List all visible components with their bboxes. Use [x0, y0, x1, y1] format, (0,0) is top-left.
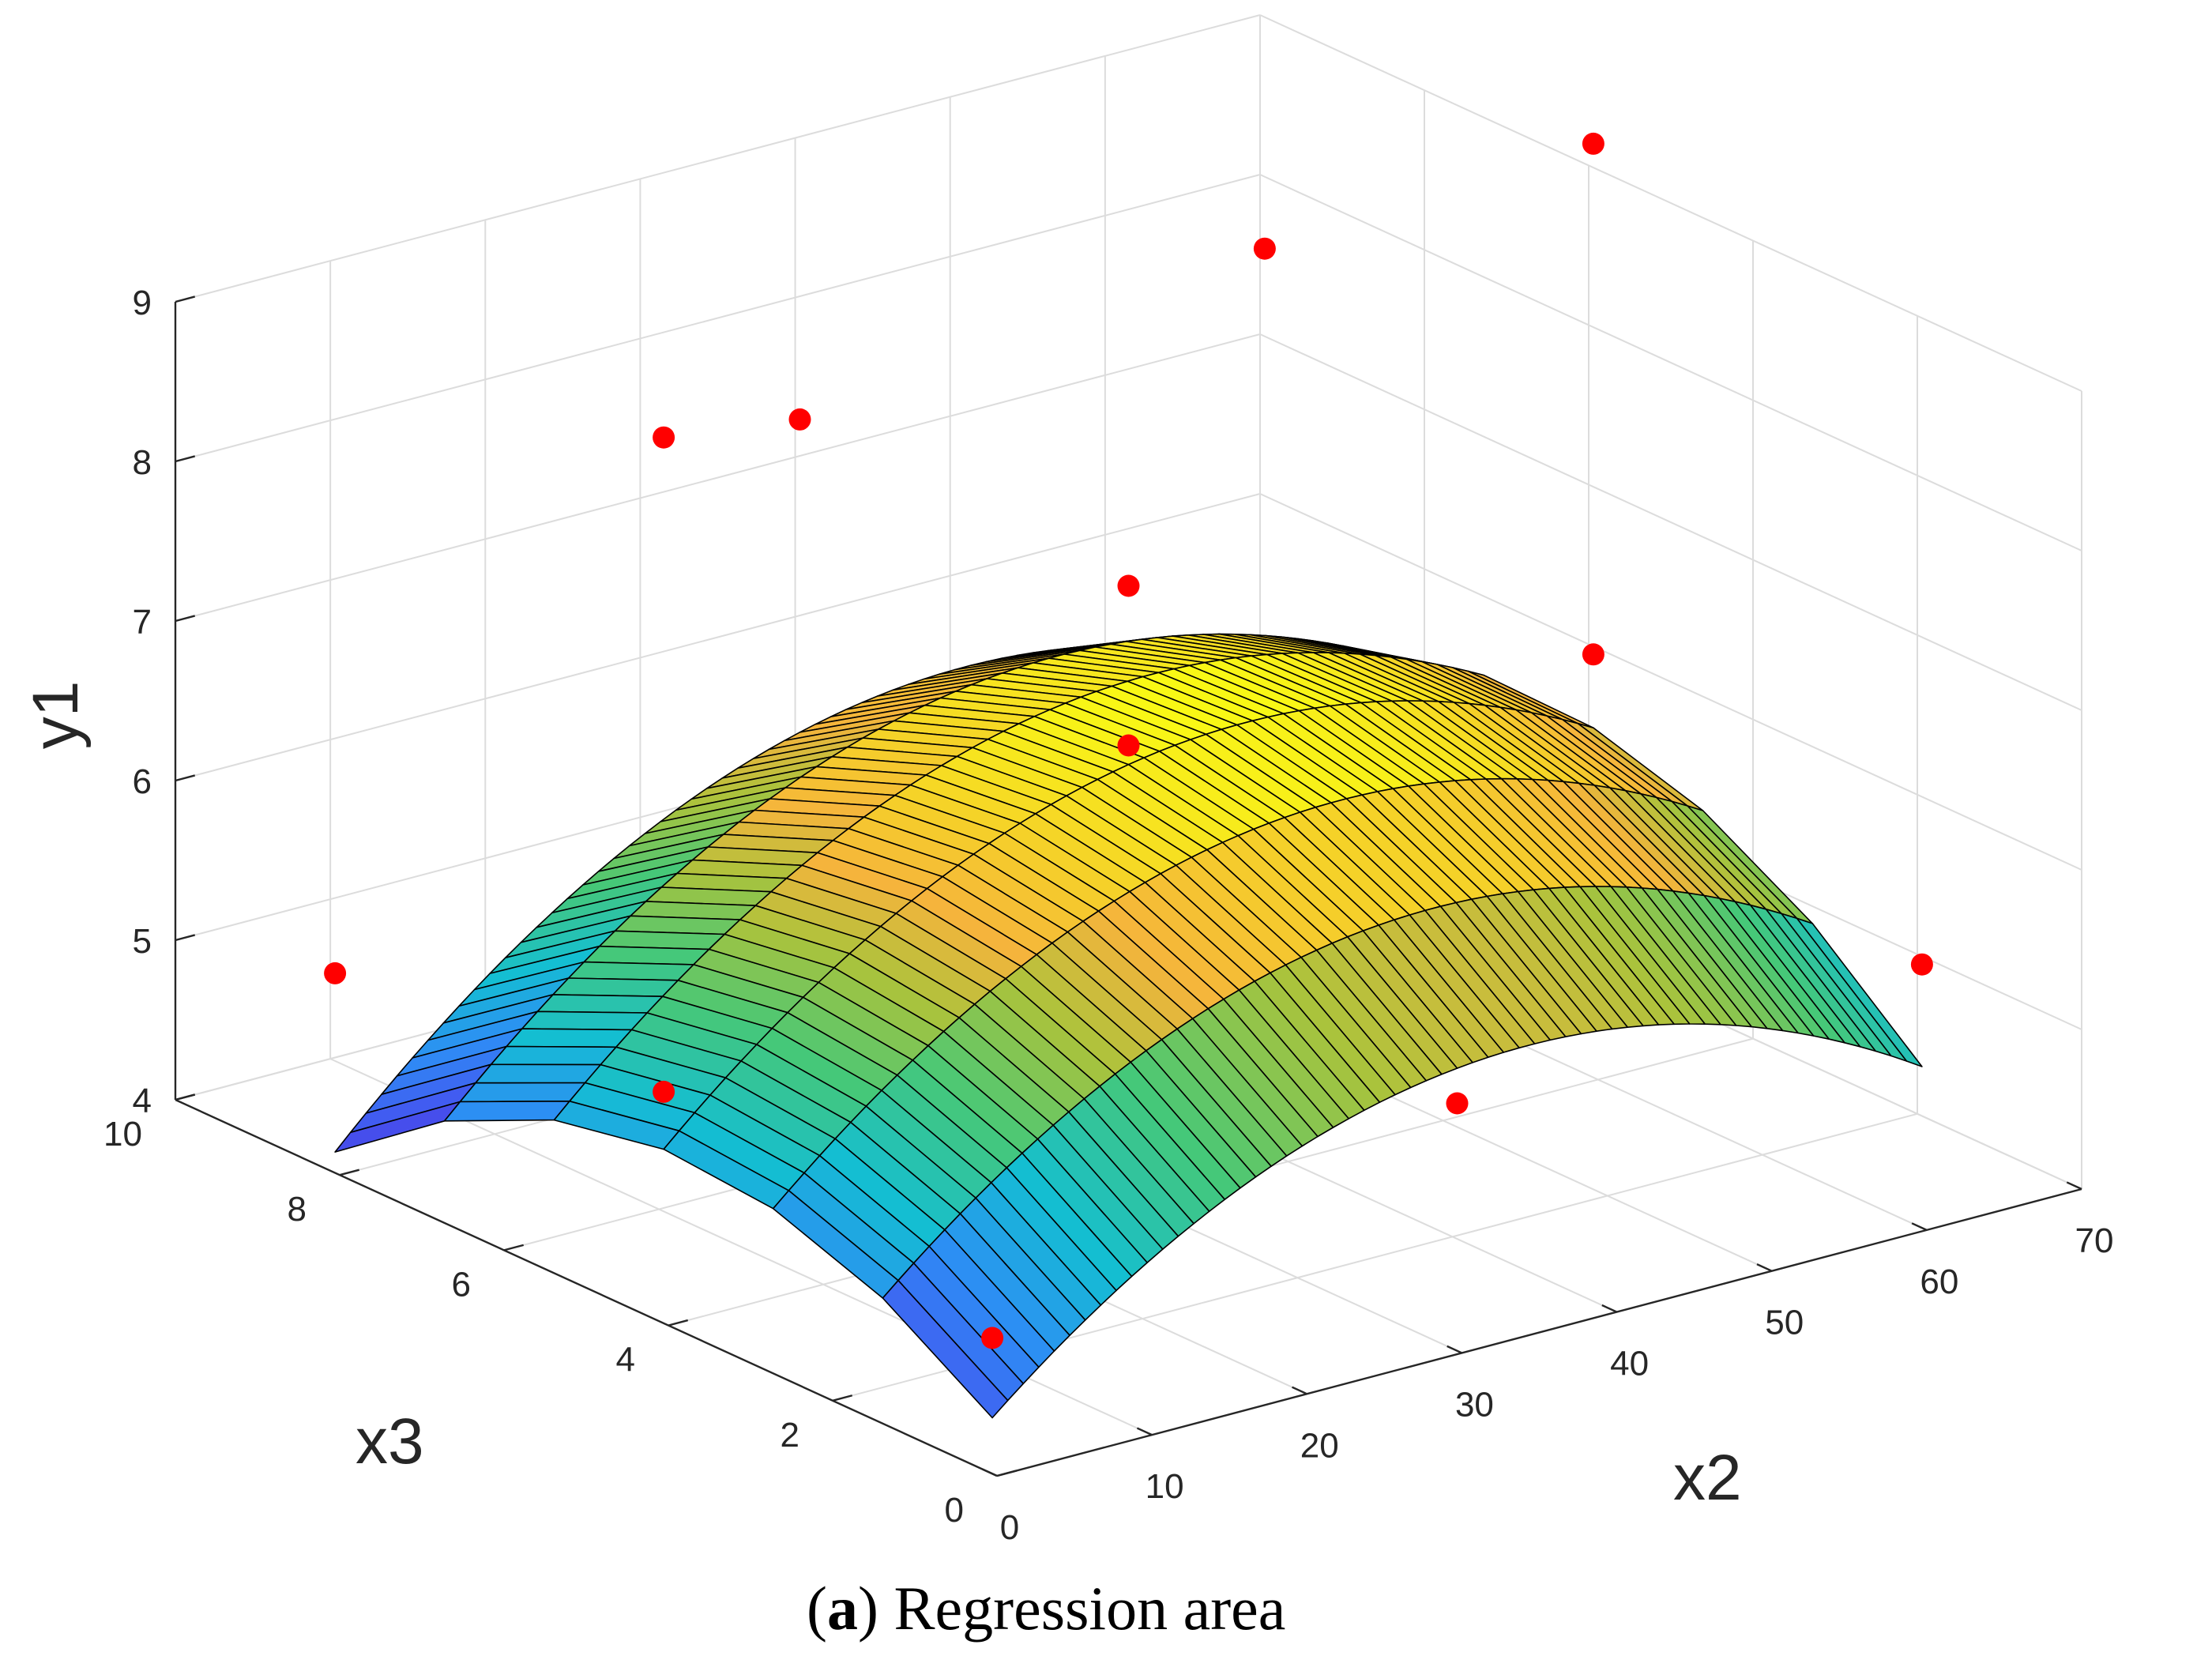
y-tick [339, 1169, 360, 1176]
grid-line-backwall-z [175, 493, 1261, 781]
surface-patch [506, 1028, 633, 1048]
surface-patch [443, 1101, 570, 1122]
x-tick [1601, 1304, 1618, 1313]
caption: (a) Regression area [807, 1574, 1285, 1643]
z-tick-label: 4 [133, 1082, 152, 1120]
x-tick-label: 20 [1300, 1426, 1339, 1465]
surface-patch [882, 1279, 1009, 1419]
x-tick-label: 50 [1765, 1304, 1804, 1342]
surface-patch [567, 961, 694, 981]
grid-line-sidewall-z [1259, 14, 2082, 392]
data-point [1446, 1092, 1469, 1115]
surface-patch [521, 1011, 648, 1031]
data-point [1253, 237, 1276, 260]
surface-patch [552, 977, 679, 997]
z-tick-label: 7 [133, 603, 152, 642]
y-axis-line [175, 1098, 998, 1477]
x-tick-label: 40 [1610, 1345, 1649, 1383]
y-axis-label: x3 [356, 1406, 424, 1477]
z-axis-label: y1 [20, 681, 92, 750]
z-tick [175, 455, 196, 463]
y-tick [832, 1394, 853, 1402]
x-tick [981, 1468, 998, 1477]
data-points [324, 132, 1933, 1349]
z-tick [175, 1093, 196, 1101]
z-tick [175, 295, 196, 303]
data-point [1910, 953, 1933, 976]
y-tick [503, 1244, 525, 1251]
surface-patch [536, 994, 664, 1014]
x-tick [1446, 1345, 1462, 1354]
x-tick-label: 60 [1920, 1263, 1958, 1301]
z-tick-label: 6 [133, 762, 152, 801]
grid-line-sidewall-z [1259, 333, 2082, 711]
data-point [653, 426, 675, 449]
x-tick [1292, 1386, 1307, 1395]
x-tick [1911, 1222, 1928, 1231]
data-point [788, 408, 811, 431]
y-tick-label: 8 [288, 1190, 307, 1229]
axis-labels: y1 x3 x2 [20, 681, 1742, 1514]
x-tick [1136, 1427, 1153, 1436]
data-point [324, 962, 347, 984]
surface-patch [459, 1082, 586, 1103]
data-point [981, 1327, 1004, 1349]
grid-line-sidewall-z [1259, 493, 2082, 871]
grid-line-backwall-z [175, 174, 1261, 462]
x-tick-label: 10 [1146, 1467, 1184, 1506]
regression-surface [334, 633, 1923, 1419]
z-tick [175, 774, 196, 782]
data-point [1582, 643, 1604, 666]
x-tick [2066, 1181, 2082, 1191]
y-tick-label: 2 [781, 1416, 799, 1455]
grid-line-backwall-z [175, 333, 1261, 622]
surface-patch [490, 1045, 617, 1066]
y-tick [996, 1470, 1018, 1477]
y-tick-label: 0 [945, 1491, 964, 1530]
y-tick-label: 4 [616, 1341, 635, 1379]
x-tick-label: 0 [1000, 1508, 1019, 1547]
y-tick-label: 10 [103, 1115, 142, 1154]
surface-patch [475, 1063, 602, 1084]
x-axis-label: x2 [1673, 1442, 1742, 1514]
z-tick [175, 615, 196, 623]
z-tick [175, 934, 196, 942]
grid-line-sidewall-z [1259, 174, 2082, 551]
grid-line-backwall-z [175, 14, 1261, 303]
z-tick-label: 9 [133, 284, 152, 322]
data-point [1117, 574, 1140, 597]
x-axis-line [996, 1187, 2082, 1477]
data-point [1582, 132, 1604, 155]
caption-text: Regression area [878, 1574, 1285, 1643]
y-tick-label: 6 [452, 1265, 471, 1304]
data-point [1117, 734, 1140, 757]
z-tick-label: 5 [133, 922, 152, 961]
caption-letter: a [827, 1574, 858, 1643]
x-tick [1756, 1263, 1773, 1272]
x-tick-label: 30 [1455, 1385, 1494, 1424]
y-tick [668, 1319, 689, 1327]
z-tick-label: 8 [133, 443, 152, 482]
x-tick-label: 70 [2075, 1221, 2114, 1260]
data-point [653, 1080, 675, 1103]
